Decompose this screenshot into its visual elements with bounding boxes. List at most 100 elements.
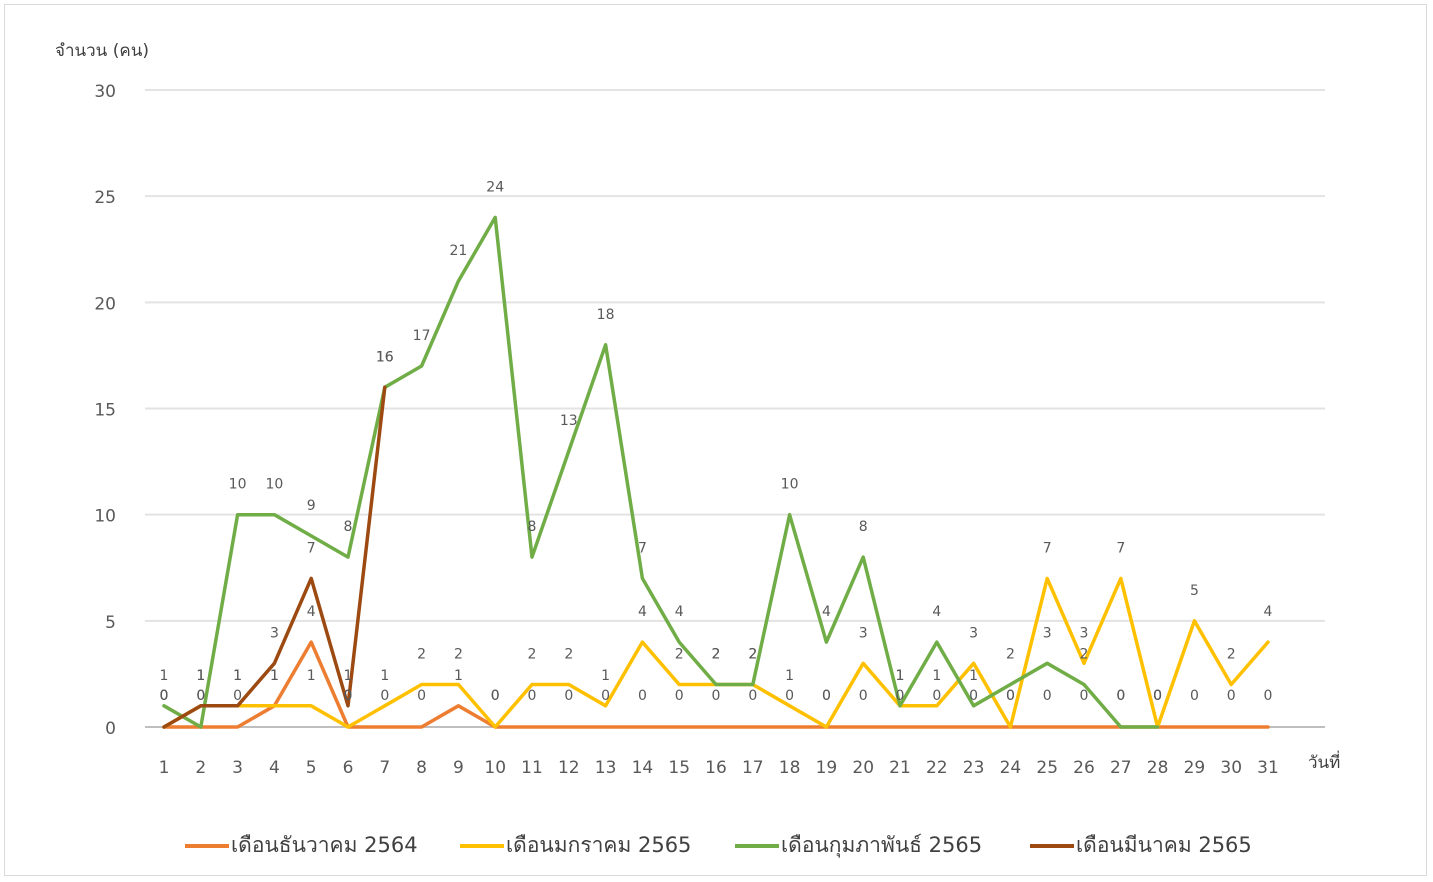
data-label: 4 (1264, 604, 1273, 620)
y-tick-label: 30 (94, 82, 116, 102)
data-label: 1 (785, 668, 794, 684)
y-tick-label: 10 (94, 507, 116, 527)
data-label: 0 (896, 688, 905, 704)
x-tick-label: 10 (484, 758, 506, 778)
data-label: 1 (896, 668, 905, 684)
data-label: 0 (675, 688, 684, 704)
data-label: 7 (1116, 540, 1125, 556)
x-tick-label: 7 (379, 758, 390, 778)
data-label: 0 (160, 688, 169, 704)
y-tick-label: 20 (94, 294, 116, 314)
x-tick-label: 22 (926, 758, 948, 778)
x-tick-label: 6 (343, 758, 354, 778)
data-label: 21 (449, 243, 467, 259)
x-tick-label: 16 (705, 758, 727, 778)
data-label: 0 (822, 688, 831, 704)
data-label: 2 (528, 647, 537, 663)
data-label: 2 (1080, 647, 1089, 663)
data-label: 3 (859, 625, 868, 641)
data-label: 0 (1043, 688, 1052, 704)
series-line-4 (162, 385, 387, 729)
data-label: 0 (1153, 688, 1162, 704)
data-label: 1 (969, 668, 978, 684)
data-label: 4 (307, 604, 316, 620)
data-label: 1 (344, 668, 353, 684)
y-tick-label: 15 (94, 401, 116, 421)
y-axis-ticks: 0 5 10 15 20 25 30 (94, 82, 116, 739)
x-tick-label: 23 (963, 758, 985, 778)
x-tick-label: 24 (1000, 758, 1022, 778)
x-tick-label: 18 (779, 758, 801, 778)
data-label: 1 (932, 668, 941, 684)
x-tick-label: 4 (269, 758, 280, 778)
data-label: 0 (160, 688, 169, 704)
data-label: 0 (196, 688, 205, 704)
data-label: 13 (560, 413, 578, 429)
x-tick-label: 17 (742, 758, 764, 778)
x-tick-label: 1 (159, 758, 170, 778)
data-label: 18 (597, 307, 615, 323)
data-label: 0 (417, 688, 426, 704)
y-tick-label: 25 (94, 188, 116, 208)
data-label: 2 (1006, 647, 1015, 663)
x-tick-label: 8 (416, 758, 427, 778)
data-label: 0 (564, 688, 573, 704)
data-label: 0 (344, 688, 353, 704)
data-label: 0 (196, 688, 205, 704)
data-label: 1 (454, 668, 463, 684)
y-tick-label: 5 (105, 613, 116, 633)
data-label: 17 (413, 328, 431, 344)
data-label: 8 (859, 519, 868, 535)
x-tick-label: 19 (816, 758, 838, 778)
data-label: 0 (785, 688, 794, 704)
data-label: 4 (932, 604, 941, 620)
data-label: 2 (675, 647, 684, 663)
data-label: 4 (822, 604, 831, 620)
data-label: 1 (233, 668, 242, 684)
data-label: 3 (1043, 625, 1052, 641)
x-tick-label: 11 (521, 758, 543, 778)
data-label: 1 (270, 668, 279, 684)
data-label: 1 (270, 668, 279, 684)
data-label: 10 (781, 477, 799, 493)
data-label: 16 (376, 349, 394, 365)
series-lines (162, 215, 1270, 729)
data-label: 3 (1080, 625, 1089, 641)
data-label: 2 (454, 647, 463, 663)
data-label: 0 (491, 688, 500, 704)
data-label: 1 (380, 668, 389, 684)
data-label: 2 (748, 647, 757, 663)
data-label: 0 (859, 688, 868, 704)
data-label: 0 (160, 688, 169, 704)
legend-label: เดือนธันวาคม 2564 (231, 833, 418, 857)
x-tick-label: 28 (1147, 758, 1169, 778)
x-tick-label: 27 (1110, 758, 1132, 778)
data-label: 24 (486, 179, 504, 195)
data-label: 0 (344, 688, 353, 704)
data-label: 1 (233, 668, 242, 684)
data-label: 0 (748, 688, 757, 704)
data-label: 8 (528, 519, 537, 535)
data-label: 0 (233, 688, 242, 704)
data-label: 0 (1116, 688, 1125, 704)
data-label: 2 (417, 647, 426, 663)
gridlines (145, 89, 1325, 728)
legend-label: เดือนมีนาคม 2565 (1076, 833, 1252, 857)
data-label: 0 (380, 688, 389, 704)
x-tick-label: 29 (1184, 758, 1206, 778)
data-label: 4 (675, 604, 684, 620)
legend-label: เดือนกุมภาพันธ์ 2565 (781, 833, 982, 858)
data-labels: 0 0 0 1 4 0 0 0 10 0 0 0 0 0 0 0 0 0 0 0 0 0 0 0 0 0 0 0 0 0 0 1 1 1 10 1 2 2… (160, 179, 1273, 704)
x-tick-label: 3 (232, 758, 243, 778)
data-label: 0 (1006, 688, 1015, 704)
x-axis-title: วันที่ (1308, 750, 1340, 773)
data-label: 0 (822, 688, 831, 704)
data-label: 7 (638, 540, 647, 556)
y-axis-title: จำนวน (คน) (55, 41, 149, 61)
data-label: 0 (1153, 688, 1162, 704)
data-label: 0 (1227, 688, 1236, 704)
data-label: 7 (1043, 540, 1052, 556)
legend: เดือนธันวาคม 2564 เดือนมกราคม 2565 เดือนกุ… (185, 833, 1252, 858)
data-label: 5 (1190, 583, 1199, 599)
